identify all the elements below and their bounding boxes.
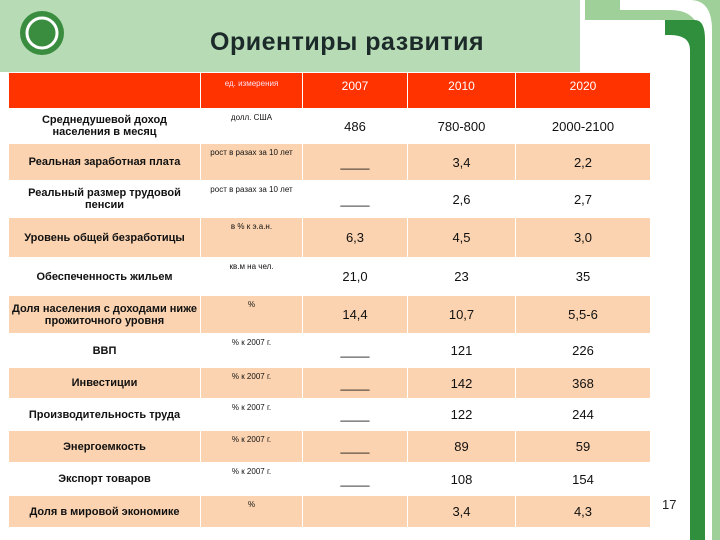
value-cell: 89 [407, 430, 516, 463]
logo-ring [25, 16, 59, 50]
value-cell: ____ [302, 462, 408, 496]
unit-cell: % к 2007 г. [200, 398, 303, 431]
header-cell [8, 72, 201, 109]
title: Ориентиры развития [210, 28, 485, 56]
row-label: ВВП [8, 333, 201, 368]
row: Реальная заработная плата рост в разах за… [8, 143, 651, 181]
value-cell: 4,3 [515, 495, 651, 528]
value-cell: 23 [407, 257, 516, 296]
value-cell: 122 [407, 398, 516, 431]
value-cell: ____ [302, 143, 408, 181]
value-cell: 780-800 [407, 108, 516, 144]
value-cell: ____ [302, 333, 408, 368]
row-label: Реальная заработная плата [8, 143, 201, 181]
value-cell: 6,3 [302, 217, 408, 258]
row: Доля населения с доходами ниже прожиточн… [8, 295, 651, 334]
unit-cell: рост в разах за 10 лет [200, 143, 303, 181]
row-label: Инвестиции [8, 367, 201, 399]
unit-cell: в % к э.а.н. [200, 217, 303, 258]
unit-cell: % к 2007 г. [200, 462, 303, 496]
header-cell: 2010 [407, 72, 516, 109]
row: Уровень общей безработицы в % к э.а.н. 6,3… [8, 217, 651, 258]
value-cell: ____ [302, 367, 408, 399]
value-cell: 2000-2100 [515, 108, 651, 144]
value-cell: 226 [515, 333, 651, 368]
value-cell: 2,7 [515, 180, 651, 218]
row: Энергоемкость% к 2007 г. ____ 89 59 [8, 430, 651, 463]
value-cell: 35 [515, 257, 651, 296]
value-cell: 244 [515, 398, 651, 431]
unit-cell: кв.м на чел. [200, 257, 303, 296]
row: Производительность труда% к 2007 г. ____ 1… [8, 398, 651, 431]
row-label: Обеспеченность жильем [8, 257, 201, 296]
value-cell: 121 [407, 333, 516, 368]
value-cell: ____ [302, 430, 408, 463]
row: Реальный размер трудовой пенсии рост в ра… [8, 180, 651, 218]
row: Доля в мировой экономике% 3,4 4,3 [8, 495, 651, 528]
row-label: Среднедушевой доход населения в месяц [8, 108, 201, 144]
row: Среднедушевой доход населения в месяц дол… [8, 108, 651, 144]
page-number: 17 [662, 497, 677, 512]
unit-cell: % [200, 495, 303, 528]
table: ед. измерения 2007 2010 2020 Среднедушевой д… [8, 72, 651, 528]
value-cell: 14,4 [302, 295, 408, 334]
value-cell: 2,2 [515, 143, 651, 181]
value-cell: 142 [407, 367, 516, 399]
header-row: ед. измерения 2007 2010 2020 [8, 72, 651, 109]
row-label: Энергоемкость [8, 430, 201, 463]
row: Инвестиции% к 2007 г. ____ 142 368 [8, 367, 651, 399]
row: Обеспеченность жильем кв.м на чел. 21,0 23 3… [8, 257, 651, 296]
value-cell: 5,5-6 [515, 295, 651, 334]
value-cell [302, 495, 408, 528]
row: ВВП% к 2007 г. ____ 121 226 [8, 333, 651, 368]
value-cell: 368 [515, 367, 651, 399]
row-label: Доля в мировой экономике [8, 495, 201, 528]
value-cell: 10,7 [407, 295, 516, 334]
value-cell: 3,0 [515, 217, 651, 258]
unit-cell: % [200, 295, 303, 334]
unit-cell: рост в разах за 10 лет [200, 180, 303, 218]
row-label: Экспорт товаров [8, 462, 201, 496]
row-label: Реальный размер трудовой пенсии [8, 180, 201, 218]
value-cell: 154 [515, 462, 651, 496]
row: Экспорт товаров% к 2007 г. ____ 108 154 [8, 462, 651, 496]
value-cell: 3,4 [407, 143, 516, 181]
row-label: Уровень общей безработицы [8, 217, 201, 258]
value-cell: 4,5 [407, 217, 516, 258]
header-cell: 2020 [515, 72, 651, 109]
unit-cell: % к 2007 г. [200, 333, 303, 368]
unit-cell: долл. США [200, 108, 303, 144]
value-cell: 2,6 [407, 180, 516, 218]
stripe-dark [665, 20, 705, 540]
row-label: Доля населения с доходами ниже прожиточн… [8, 295, 201, 334]
header-cell: ед. измерения [200, 72, 303, 109]
value-cell: 486 [302, 108, 408, 144]
value-cell: 59 [515, 430, 651, 463]
unit-cell: % к 2007 г. [200, 367, 303, 399]
value-cell: ____ [302, 180, 408, 218]
header-band [0, 0, 580, 72]
value-cell: 3,4 [407, 495, 516, 528]
unit-cell: % к 2007 г. [200, 430, 303, 463]
value-cell: 108 [407, 462, 516, 496]
row-label: Производительность труда [8, 398, 201, 431]
value-cell: 21,0 [302, 257, 408, 296]
value-cell: ____ [302, 398, 408, 431]
header-cell: 2007 [302, 72, 408, 109]
